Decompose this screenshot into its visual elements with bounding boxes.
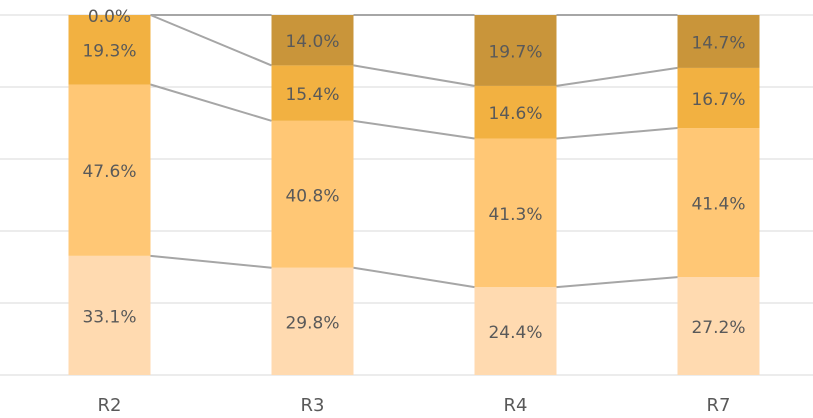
data-label: 19.7% — [488, 42, 542, 62]
bar-segment — [68, 255, 151, 375]
bar-segment — [474, 287, 557, 375]
data-label: 16.7% — [691, 90, 745, 110]
data-label: 40.8% — [285, 186, 339, 206]
bar-segment — [271, 15, 354, 66]
bar-segment — [68, 84, 151, 256]
bar-segment — [677, 15, 760, 68]
x-tick-label: R3 — [301, 395, 325, 416]
bar-segment — [271, 120, 354, 268]
series-line — [556, 276, 678, 289]
bar-segment — [271, 65, 354, 121]
bar-segment — [677, 67, 760, 129]
bar-segment — [271, 267, 354, 375]
data-label: 41.4% — [691, 195, 745, 215]
series-line — [150, 83, 272, 122]
data-label: 14.6% — [488, 104, 542, 124]
bar-segment — [677, 128, 760, 278]
data-label: 14.7% — [691, 33, 745, 53]
data-label: 33.1% — [82, 307, 136, 327]
data-label: 0.0% — [88, 7, 131, 27]
series-line — [150, 254, 272, 269]
x-tick-label: R4 — [504, 395, 528, 416]
bar-segment — [474, 138, 557, 288]
series-line — [556, 127, 678, 140]
data-label: 47.6% — [82, 162, 136, 182]
data-label: 27.2% — [691, 318, 745, 338]
x-tick-label: R7 — [707, 395, 731, 416]
data-label: 24.4% — [488, 323, 542, 343]
data-label: 29.8% — [285, 313, 339, 333]
series-line — [353, 266, 475, 289]
data-label: 41.3% — [488, 205, 542, 225]
data-label: 15.4% — [285, 85, 339, 105]
bar-segment — [677, 277, 760, 375]
x-tick-label: R2 — [98, 395, 122, 416]
series-line — [556, 66, 678, 87]
data-label: 19.3% — [82, 42, 136, 62]
bar-segment — [474, 15, 557, 86]
series-line — [150, 14, 272, 67]
data-label: 14.0% — [285, 32, 339, 52]
series-line — [353, 64, 475, 87]
bar-segment — [474, 85, 557, 139]
bar-segment — [68, 15, 151, 85]
series-line — [353, 119, 475, 140]
